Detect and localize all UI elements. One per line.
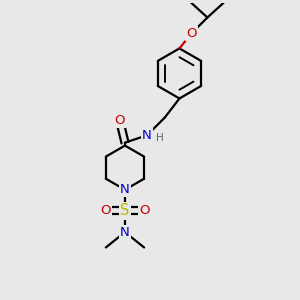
Text: H: H xyxy=(157,133,164,142)
Text: O: O xyxy=(139,205,149,218)
Text: O: O xyxy=(100,205,111,218)
Text: N: N xyxy=(120,226,130,239)
Text: O: O xyxy=(186,27,196,40)
Text: S: S xyxy=(120,203,130,218)
Text: N: N xyxy=(120,183,130,196)
Text: N: N xyxy=(142,129,152,142)
Text: O: O xyxy=(114,114,125,127)
